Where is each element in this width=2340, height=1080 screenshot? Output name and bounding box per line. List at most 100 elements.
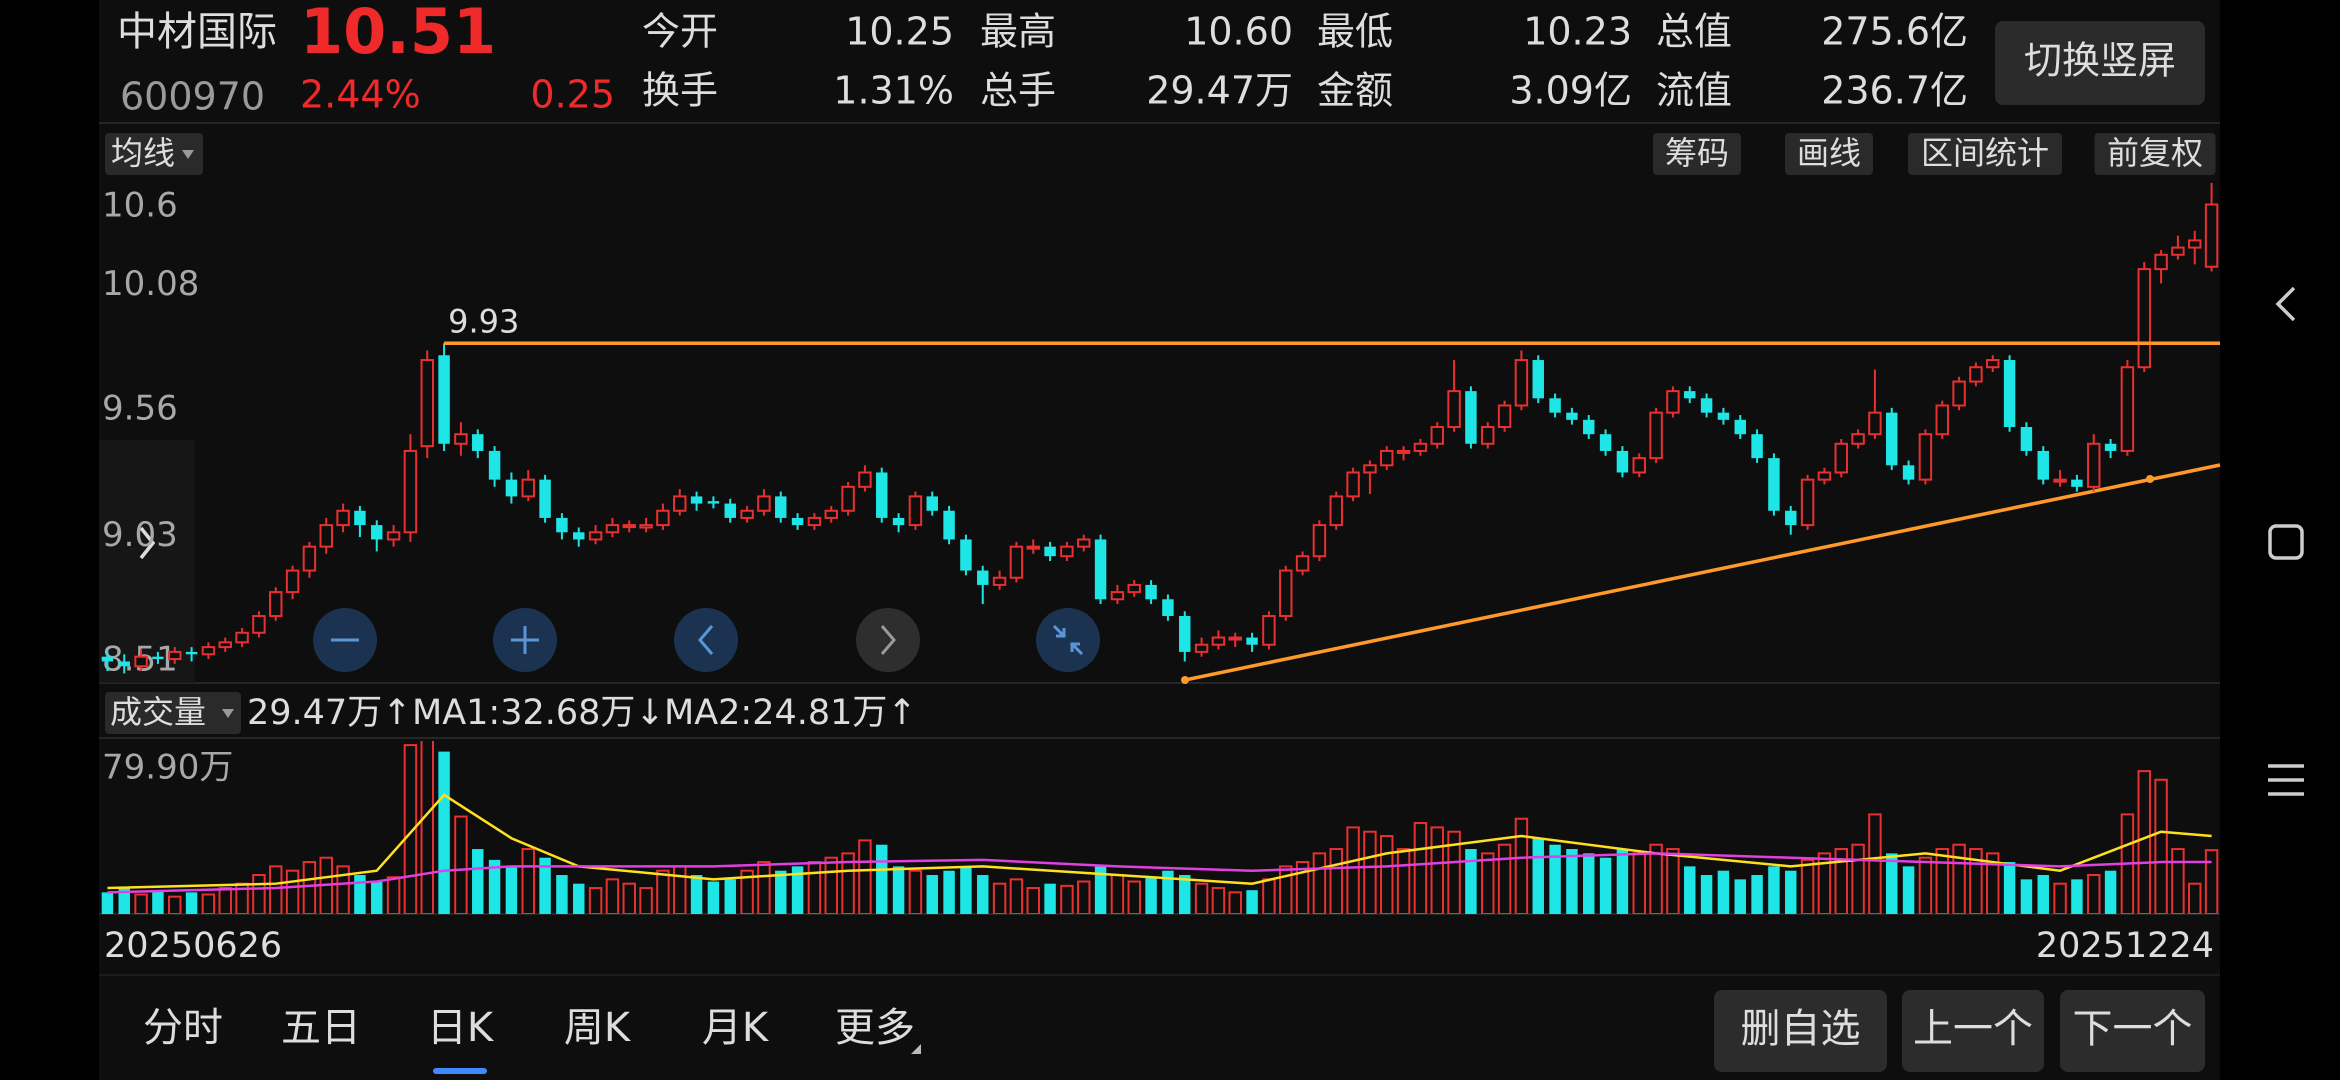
period-tab[interactable]: 更多 [835,1005,921,1054]
candle-body [2120,366,2135,452]
candle-body [101,656,114,662]
volume-bar [1935,848,1949,914]
candle-body [1684,391,1696,399]
volume-bar [656,869,670,914]
candle-body [386,531,401,541]
candle-body [1734,419,1746,435]
candle-body [1396,449,1411,454]
icon [1052,624,1084,656]
volume-bar [740,869,754,914]
action-button[interactable]: 上一个 [1902,990,2044,1072]
y-tick-label: 9.56 [102,388,178,428]
volume-bar [2037,875,2049,914]
y-tick-label: 9.03 [102,515,178,555]
candle-body [1751,434,1763,459]
scroll-left-button[interactable] [674,608,738,672]
stat-value: 275.6亿 [1821,10,1968,54]
volume-bar [824,856,838,914]
toolbar-button[interactable]: 前复权 [2094,133,2216,175]
volume-bar [1430,826,1444,914]
button-bg [2060,990,2205,1072]
button-label: 前复权 [2107,134,2203,172]
volume-bar [488,859,501,914]
nav-home[interactable] [2268,524,2304,560]
switch-portrait-button[interactable]: 切换竖屏 [1995,21,2205,105]
volume-bar [1481,852,1495,914]
candle-body [420,359,434,448]
period-tab[interactable]: 分时 [143,1005,223,1051]
candle-body [2020,427,2033,451]
volume-bar [1262,878,1276,914]
volume-bar [521,848,535,914]
nav-recent[interactable] [2268,764,2304,796]
volume-bar [101,892,114,914]
candle-body [1312,524,1327,558]
candle-body [1599,434,1612,451]
period-tab[interactable]: 月K [702,1005,770,1051]
side-panel-handle[interactable] [99,440,195,683]
candle-body [1986,359,2000,369]
volume-bar [556,875,568,914]
volume-bar [1918,856,1933,914]
y-tick-label: 10.08 [102,264,199,304]
toolbar-button[interactable]: 筹码 [1653,133,1741,175]
button-bg [1714,990,1887,1072]
candle-body [1447,390,1461,429]
candle-body [472,434,484,451]
tab-label: 五日 [281,1005,361,1051]
volume-bar [438,751,450,914]
volume-bar [2188,882,2202,914]
candle-body [118,661,130,667]
shrink-button[interactable] [1036,608,1100,672]
volume-bar [1952,843,1966,914]
scroll-right-button[interactable] [856,608,920,672]
start-date: 20250626 [104,926,282,966]
candle-body [269,591,283,618]
volume-bar [472,849,484,914]
volume-bar [1986,852,2000,914]
candle-body [371,525,383,540]
toolbar-button[interactable]: 画线 [1785,133,1873,175]
volume-bar [1800,858,1815,914]
volume-bar [2137,770,2151,914]
candle-body [1902,465,1915,480]
volume-bar [1211,887,1226,914]
action-button[interactable]: 下一个 [2060,990,2205,1072]
period-tab[interactable]: 五日 [281,1005,361,1051]
candle-body [1886,412,1898,466]
change-percent: 2.44% [300,73,421,117]
period-tab[interactable]: 周K [564,1005,632,1051]
candle-body [2204,203,2219,268]
button-label: 画线 [1797,134,1861,172]
zoom-in-button[interactable] [493,608,557,672]
volume-bar [1868,813,1882,914]
volume-bar [1616,849,1629,914]
volume-menu[interactable]: 成交量 [105,692,241,734]
volume-bar [2204,849,2219,914]
volume-bar [1363,830,1377,914]
candle-body [757,495,771,512]
candle-body [1026,545,1040,550]
candle-body [824,509,838,519]
candle-body [1194,643,1209,653]
nav-back[interactable] [2275,286,2296,322]
candle-body [168,650,182,661]
volume-bar [573,883,585,914]
volume-bar [2053,882,2067,914]
volume-bar [2154,778,2168,914]
toolbar-button[interactable]: 区间统计 [1908,133,2062,175]
volume-bar [336,865,350,914]
price-level-label: 9.93 [448,302,519,340]
candle-body [656,509,670,527]
ma-menu[interactable]: 均线 [105,133,203,175]
period-tab[interactable]: 日K [427,1005,495,1074]
volume-bar [588,887,603,914]
volume-bar [371,881,383,914]
candle-body [1549,398,1561,413]
volume-bar [1902,866,1915,914]
action-button[interactable]: 删自选 [1714,990,1887,1072]
tab-label: 日K [427,1005,495,1051]
zoom-out-button[interactable] [313,608,377,672]
volume-bar [775,870,787,914]
end-date: 20251224 [2036,926,2214,966]
